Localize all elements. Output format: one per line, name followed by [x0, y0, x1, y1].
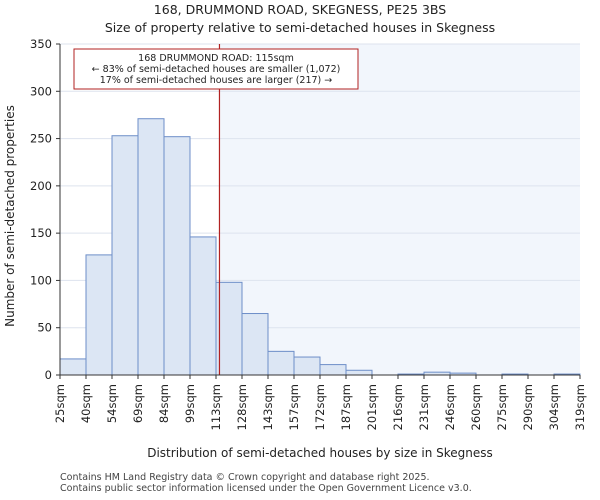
- x-tick-label: 113sqm: [209, 384, 223, 430]
- x-tick-label: 40sqm: [79, 384, 93, 423]
- x-tick-label: 54sqm: [105, 384, 119, 423]
- y-tick-label: 350: [30, 37, 52, 51]
- x-tick-label: 246sqm: [443, 384, 457, 430]
- annotation-line-3: 17% of semi-detached houses are larger (…: [100, 75, 333, 86]
- x-tick-label: 25sqm: [53, 384, 67, 423]
- annotation-line-2: ← 83% of semi-detached houses are smalle…: [92, 64, 341, 75]
- footer-line-1: Contains HM Land Registry data © Crown c…: [60, 472, 430, 483]
- histogram-bar: [215, 281, 243, 376]
- x-tick-label: 143sqm: [261, 384, 275, 430]
- x-tick-label: 187sqm: [339, 384, 353, 430]
- x-tick-label: 319sqm: [573, 384, 587, 430]
- y-tick-label: 150: [30, 226, 52, 240]
- x-axis-label: Distribution of semi-detached houses by …: [147, 446, 493, 460]
- y-axis-label: Number of semi-detached properties: [3, 105, 17, 327]
- footer-attribution: Contains HM Land Registry data © Crown c…: [60, 472, 472, 494]
- histogram-bar: [293, 356, 321, 376]
- annotation-frame: [73, 48, 359, 90]
- y-tick-label: 300: [30, 84, 52, 98]
- histogram-bar: [137, 118, 165, 376]
- histogram-bar: [59, 358, 87, 376]
- x-tick-label: 201sqm: [365, 384, 379, 430]
- chart-title: 168, DRUMMOND ROAD, SKEGNESS, PE25 3BS: [154, 2, 446, 17]
- x-tick-label: 231sqm: [417, 384, 431, 430]
- y-tick-label: 50: [37, 321, 52, 335]
- histogram-bar: [111, 135, 139, 376]
- x-tick-label: 304sqm: [547, 384, 561, 430]
- x-tick-label: 290sqm: [521, 384, 535, 430]
- annotation-box: 168 DRUMMOND ROAD: 115sqm ← 83% of semi-…: [73, 48, 359, 90]
- annotation-line-1: 168 DRUMMOND ROAD: 115sqm: [138, 53, 294, 64]
- y-tick-label: 200: [30, 179, 52, 193]
- y-tick-label: 100: [30, 273, 52, 287]
- histogram-bar: [267, 350, 295, 376]
- y-tick-label: 0: [45, 368, 52, 382]
- histogram-bar: [345, 369, 373, 376]
- x-tick-label: 172sqm: [313, 384, 327, 430]
- y-tick-label: 250: [30, 132, 52, 146]
- footer-line-2: Contains public sector information licen…: [60, 483, 472, 494]
- histogram-bar: [241, 313, 269, 376]
- x-tick-label: 260sqm: [469, 384, 483, 430]
- histogram-bar: [163, 136, 191, 376]
- x-tick-label: 69sqm: [131, 384, 145, 423]
- larger-properties-region: [219, 44, 580, 375]
- x-tick-label: 99sqm: [183, 384, 197, 423]
- x-tick-label: 128sqm: [235, 384, 249, 430]
- histogram-bar: [189, 236, 217, 376]
- chart-subtitle: Size of property relative to semi-detach…: [105, 20, 495, 35]
- x-tick-label: 275sqm: [495, 384, 509, 430]
- histogram-bar: [319, 364, 347, 376]
- x-tick-label: 216sqm: [391, 384, 405, 430]
- x-tick-label: 157sqm: [287, 384, 301, 430]
- x-tick-label: 84sqm: [157, 384, 171, 423]
- histogram-bar: [85, 254, 113, 376]
